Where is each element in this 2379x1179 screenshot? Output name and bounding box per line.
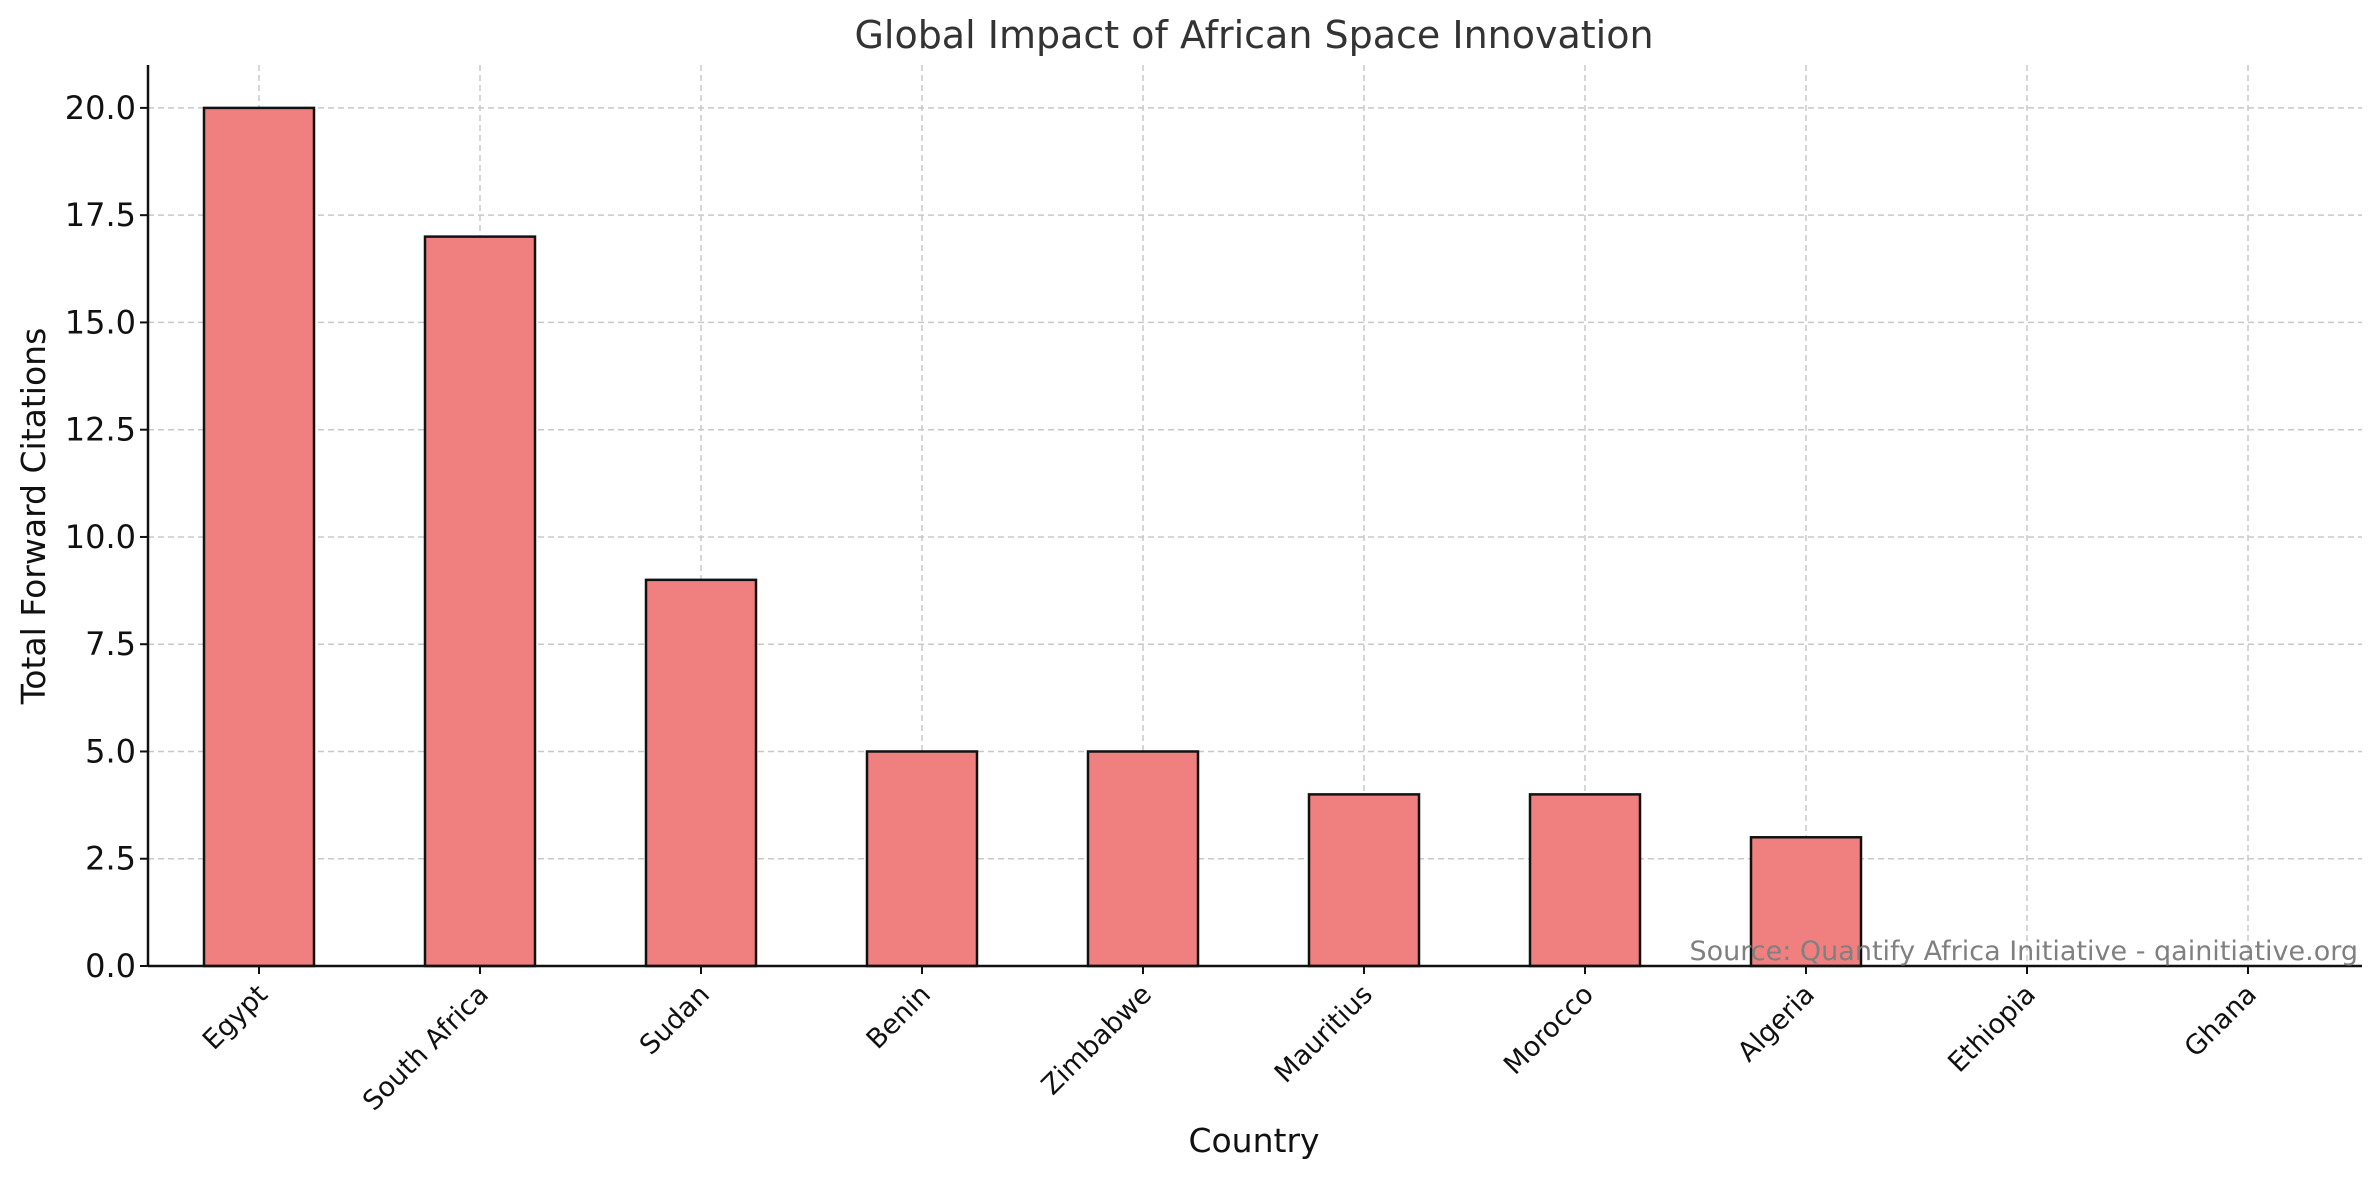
x-tick-label: Zimbabwe bbox=[1036, 979, 1158, 1101]
y-tick-label: 17.5 bbox=[65, 196, 136, 234]
bar-zimbabwe bbox=[1086, 750, 1200, 968]
y-tick-label: 7.5 bbox=[85, 625, 136, 663]
y-tick-label: 12.5 bbox=[65, 411, 136, 449]
x-tick-label: Egypt bbox=[197, 979, 274, 1056]
bar-south-africa bbox=[423, 235, 537, 968]
bar-benin bbox=[865, 750, 979, 968]
x-tick-label: Algeria bbox=[1732, 979, 1821, 1068]
y-tick-label: 20.0 bbox=[65, 89, 136, 127]
bars bbox=[202, 106, 1863, 968]
grid-lines bbox=[148, 65, 2362, 966]
bar-sudan bbox=[644, 578, 758, 968]
y-axis-label: Total Forward Citations bbox=[14, 328, 53, 706]
bar-egypt bbox=[202, 106, 316, 968]
x-axis-label: Country bbox=[1188, 1121, 1319, 1160]
x-tick-label: Mauritius bbox=[1269, 979, 1379, 1089]
x-tick-label: Ghana bbox=[2179, 979, 2263, 1063]
y-tick-label: 5.0 bbox=[85, 732, 136, 770]
source-annotation: Source: Quantify Africa Initiative - qai… bbox=[1690, 936, 2358, 967]
y-tick-label: 0.0 bbox=[85, 947, 136, 985]
x-tick-label: Sudan bbox=[634, 979, 716, 1061]
y-tick-label: 15.0 bbox=[65, 303, 136, 341]
y-tick-labels: 0.0 2.5 5.0 7.5 10.0 12.5 15.0 17.5 20.0 bbox=[65, 89, 148, 985]
x-tick-label: Benin bbox=[861, 979, 937, 1055]
x-tick-label: Ethiopia bbox=[1942, 979, 2042, 1079]
bar-mauritius bbox=[1307, 793, 1421, 968]
x-tick-labels: Egypt South Africa Sudan Benin Zimbabwe Mauri… bbox=[197, 966, 2263, 1117]
bar-algeria bbox=[1749, 836, 1863, 968]
x-tick-label: South Africa bbox=[357, 979, 495, 1117]
x-tick-label: Morocco bbox=[1498, 979, 1600, 1081]
y-tick-label: 10.0 bbox=[65, 518, 136, 556]
chart-title: Global Impact of African Space Innovatio… bbox=[854, 13, 1653, 57]
y-tick-label: 2.5 bbox=[85, 840, 136, 878]
bar-morocco bbox=[1528, 793, 1642, 968]
